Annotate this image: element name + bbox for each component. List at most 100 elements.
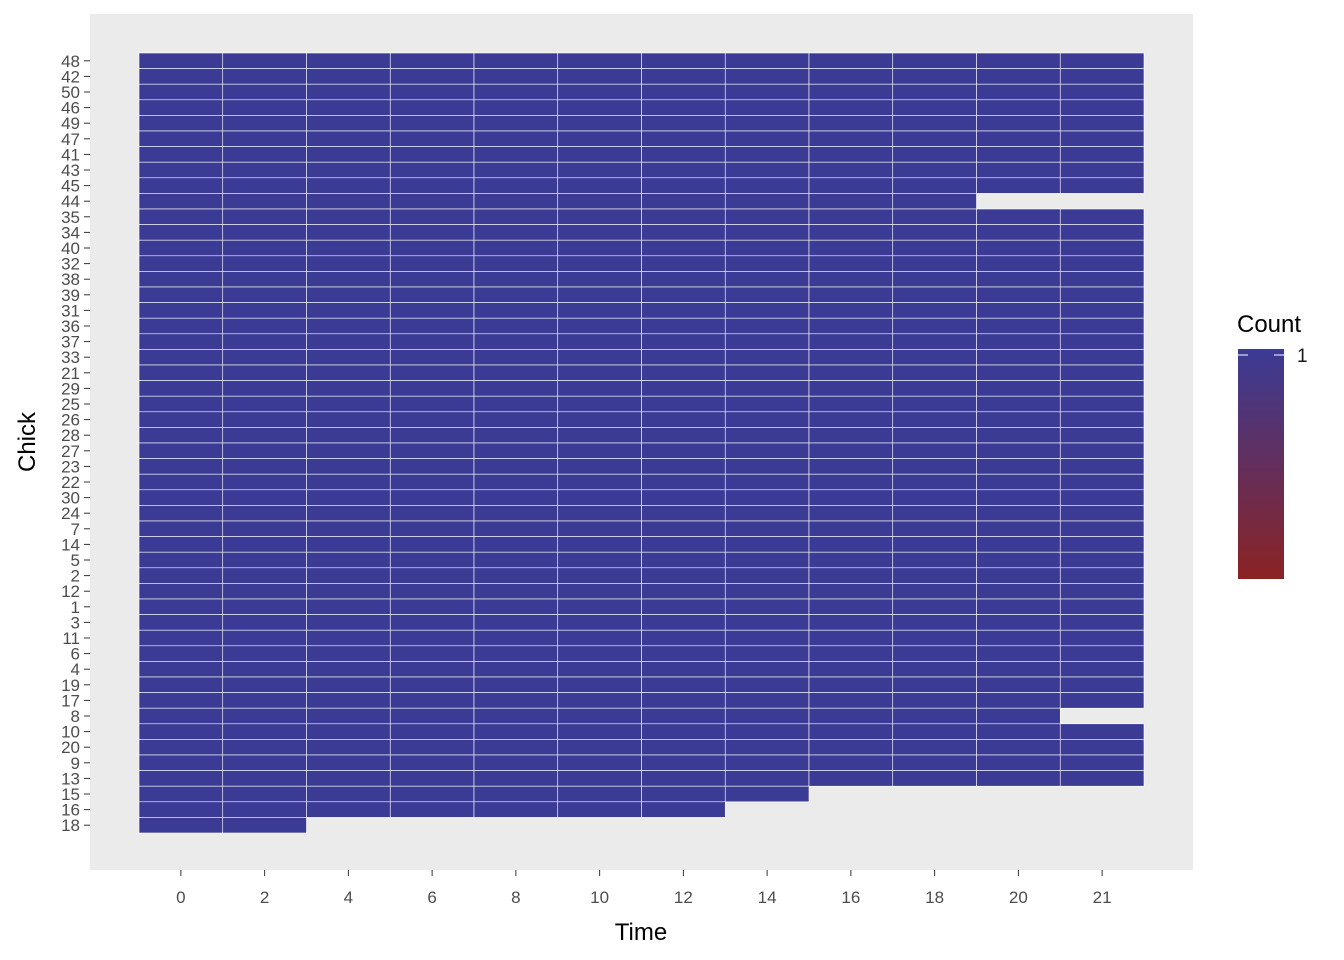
heatmap-cell [473, 239, 559, 257]
heatmap-cell [808, 458, 894, 475]
heatmap-cell [222, 68, 307, 85]
heatmap-cell [138, 317, 224, 335]
x-tick-label: 14 [758, 888, 777, 907]
heatmap-cell [724, 395, 810, 413]
heatmap-cell [389, 83, 475, 101]
heatmap-cell [222, 458, 307, 475]
heatmap-cell [389, 598, 475, 615]
heatmap-cell [138, 427, 224, 444]
heatmap-cell [138, 645, 224, 662]
heatmap-cell [976, 458, 1061, 475]
heatmap-cell [138, 583, 224, 600]
heatmap-cell [1059, 224, 1145, 241]
heatmap-cell [473, 380, 559, 397]
y-tick-label: 40 [61, 239, 80, 258]
heatmap-cell [222, 692, 307, 709]
heatmap-cell [473, 551, 559, 569]
heatmap-cell [976, 333, 1061, 350]
heatmap-cell [389, 473, 475, 491]
heatmap-cell [138, 505, 224, 522]
heatmap-cell [306, 427, 391, 444]
heatmap-cell [138, 473, 224, 491]
y-tick-label: 41 [61, 145, 80, 164]
heatmap-cell [306, 115, 391, 132]
heatmap-cell [892, 239, 977, 257]
heatmap-cell [222, 770, 307, 787]
heatmap-cell [138, 115, 224, 132]
heatmap-cell [808, 676, 894, 693]
heatmap-cell [557, 739, 642, 756]
y-tick-label: 13 [61, 769, 80, 788]
heatmap-cell [138, 364, 224, 381]
heatmap-cell [892, 692, 977, 709]
heatmap-cell [808, 551, 894, 569]
y-tick-label: 25 [61, 395, 80, 414]
heatmap-cell [138, 380, 224, 397]
y-tick-label: 30 [61, 489, 80, 508]
heatmap-cell [473, 286, 559, 303]
heatmap-cell [976, 754, 1061, 771]
legend-colorbar [1238, 349, 1284, 579]
heatmap-cell [641, 83, 726, 101]
heatmap-cell [976, 364, 1061, 381]
heatmap-cell [724, 364, 810, 381]
y-tick-label: 50 [61, 83, 80, 102]
heatmap-cell [222, 785, 307, 803]
heatmap-cell [138, 551, 224, 569]
heatmap-cell [1059, 614, 1145, 631]
heatmap-cell [306, 68, 391, 85]
heatmap-cell [808, 707, 894, 725]
heatmap-cell [473, 427, 559, 444]
heatmap-cell [557, 271, 642, 288]
heatmap-cell [1059, 505, 1145, 522]
heatmap-cell [892, 115, 977, 132]
heatmap-cell [389, 739, 475, 756]
heatmap-cell [222, 645, 307, 662]
heatmap-cell [138, 349, 224, 366]
heatmap-cell [1059, 380, 1145, 397]
heatmap-cell [473, 505, 559, 522]
heatmap-cell [808, 271, 894, 288]
heatmap-cell [724, 239, 810, 257]
y-tick-label: 10 [61, 723, 80, 742]
heatmap-cell [389, 255, 475, 272]
heatmap-cell [1059, 255, 1145, 272]
heatmap-cell [389, 489, 475, 506]
heatmap-cell [641, 115, 726, 132]
heatmap-cell [557, 645, 642, 662]
heatmap-cell [1059, 692, 1145, 709]
heatmap-cell [641, 645, 726, 662]
heatmap-cell [976, 52, 1061, 69]
heatmap-cell [306, 801, 391, 818]
heatmap-cell [473, 692, 559, 709]
heatmap-cell [808, 380, 894, 397]
heatmap-cell [892, 551, 977, 569]
heatmap-cell [1059, 442, 1145, 459]
heatmap-cell [473, 271, 559, 288]
heatmap-cell [641, 614, 726, 631]
heatmap-cell [1059, 645, 1145, 662]
heatmap-cell [306, 395, 391, 413]
heatmap-cell [138, 52, 224, 69]
heatmap-cell [724, 68, 810, 85]
heatmap-cell [557, 83, 642, 101]
heatmap-cell [641, 676, 726, 693]
heatmap-cell [892, 193, 977, 210]
heatmap-cell [892, 536, 977, 553]
heatmap-cell [808, 349, 894, 366]
heatmap-cell [641, 411, 726, 428]
heatmap-cell [222, 629, 307, 647]
heatmap-cell [473, 801, 559, 818]
heatmap-cells [138, 52, 1145, 834]
heatmap-cell [138, 286, 224, 303]
heatmap-cell [808, 130, 894, 147]
heatmap-cell [641, 754, 726, 771]
heatmap-cell [808, 754, 894, 771]
heatmap-cell [389, 115, 475, 132]
heatmap-cell [808, 68, 894, 85]
heatmap-cell [892, 52, 977, 69]
heatmap-cell [808, 489, 894, 506]
heatmap-cell [1059, 130, 1145, 147]
heatmap-cell [641, 427, 726, 444]
heatmap-cell [306, 208, 391, 225]
